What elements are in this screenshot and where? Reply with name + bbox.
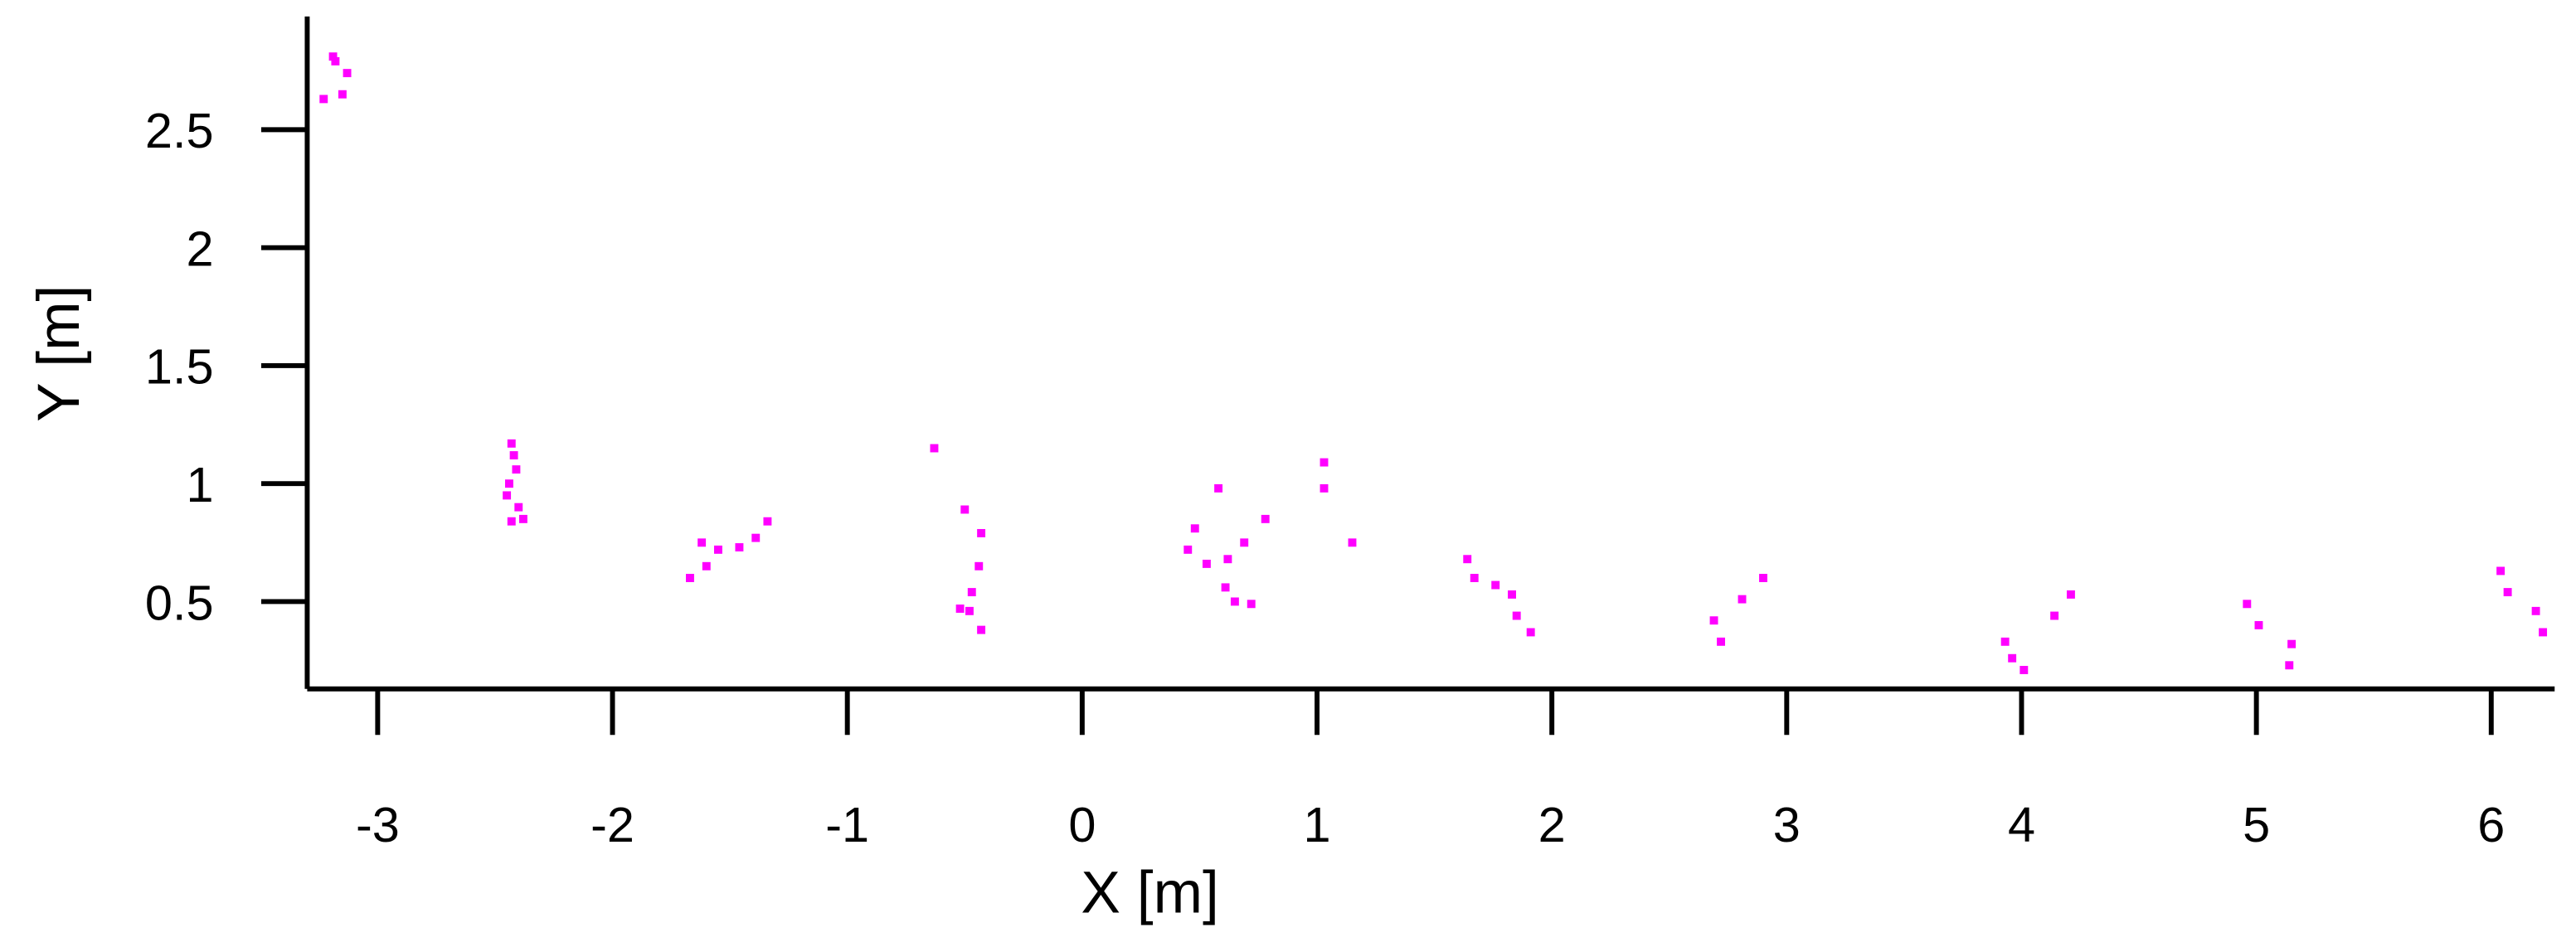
x-tick-label: 0 (1068, 797, 1096, 852)
point (2254, 620, 2263, 629)
point (338, 90, 347, 99)
point (507, 439, 516, 448)
point (1526, 628, 1535, 637)
x-tick-label: 5 (2243, 797, 2270, 852)
point (331, 56, 340, 66)
point (2008, 653, 2017, 663)
point (955, 605, 965, 613)
y-tick-label: 2.5 (145, 103, 214, 158)
point (1717, 637, 1725, 646)
point (2287, 639, 2297, 648)
point (686, 574, 694, 582)
point (504, 479, 513, 488)
point (1759, 574, 1767, 582)
x-axis-title: X [m] (1081, 859, 1218, 925)
x-tick-label: -1 (825, 797, 869, 852)
point (1738, 595, 1747, 604)
x-tick-label: 3 (1773, 797, 1801, 852)
point (1184, 545, 1193, 554)
point (1491, 580, 1500, 590)
point (1240, 538, 1249, 547)
point (1223, 555, 1232, 564)
point (512, 465, 521, 474)
point (319, 95, 328, 104)
point (1261, 514, 1270, 523)
point (2539, 628, 2548, 637)
x-tick-label: 4 (2008, 797, 2035, 852)
point (1320, 458, 1329, 467)
x-tick-label: -3 (356, 797, 400, 852)
point (518, 514, 527, 523)
point (2243, 600, 2252, 609)
point (977, 528, 986, 537)
point (343, 69, 352, 78)
point (1190, 524, 1199, 533)
point (713, 545, 722, 554)
y-tick-label: 0.5 (145, 575, 214, 630)
point (1247, 600, 1256, 609)
point (1221, 583, 1230, 592)
y-tick-label: 2 (186, 221, 213, 276)
point (509, 451, 518, 460)
point (2503, 588, 2512, 597)
point (763, 517, 772, 526)
point (702, 561, 711, 571)
point (1508, 590, 1516, 599)
point (2000, 637, 2010, 646)
point (975, 561, 984, 571)
point (977, 625, 986, 634)
point (1512, 611, 1521, 620)
point (2019, 666, 2029, 674)
point (960, 505, 970, 514)
y-tick-label: 1 (186, 457, 213, 512)
point (1348, 538, 1357, 547)
point (2531, 606, 2540, 615)
point (751, 533, 761, 542)
point (514, 503, 523, 512)
y-axis-title: Y [m] (26, 285, 92, 422)
point (1214, 483, 1223, 493)
x-tick-label: 1 (1303, 797, 1330, 852)
point (2496, 566, 2506, 575)
point (1463, 555, 1472, 564)
point (507, 517, 516, 526)
point (1470, 574, 1479, 582)
point (967, 588, 976, 597)
x-tick-label: 2 (1538, 797, 1566, 852)
point (503, 491, 512, 500)
x-tick-label: -2 (591, 797, 634, 852)
point (965, 606, 974, 615)
point (2050, 611, 2059, 620)
point (1230, 597, 1239, 606)
x-tick-label: 6 (2477, 797, 2505, 852)
point (2285, 661, 2294, 670)
point (328, 52, 338, 61)
point (697, 538, 707, 547)
point (1709, 616, 1718, 625)
point (930, 444, 939, 453)
point (1202, 559, 1211, 568)
point (1320, 483, 1329, 493)
y-tick-label: 1.5 (145, 339, 214, 395)
point (2066, 590, 2075, 599)
point (735, 543, 744, 551)
